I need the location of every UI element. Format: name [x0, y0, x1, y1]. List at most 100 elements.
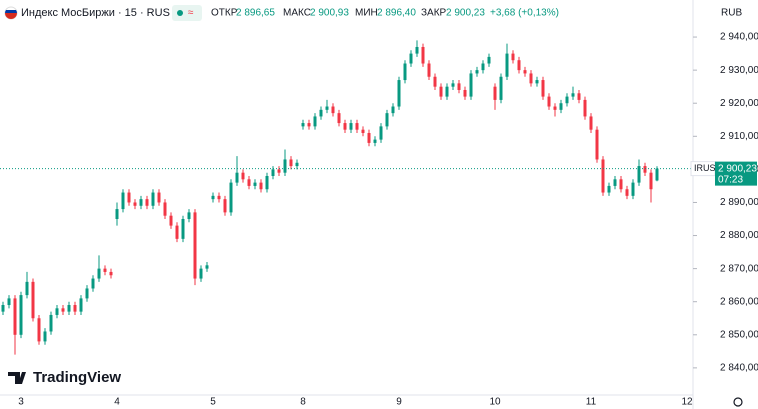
- open-label: ОТКР: [211, 8, 238, 19]
- candle-body: [307, 123, 311, 127]
- x-tick-label: 3: [18, 397, 24, 408]
- candle-body: [19, 295, 23, 335]
- candle-body: [517, 60, 521, 71]
- candle-body: [409, 53, 413, 64]
- candle-body: [271, 169, 275, 176]
- market-badge[interactable]: [172, 5, 202, 21]
- candle-body: [163, 202, 167, 216]
- candle-body: [415, 46, 419, 54]
- candle-body: [241, 172, 245, 180]
- candle-body: [205, 265, 209, 269]
- x-tick-label: 11: [586, 397, 597, 408]
- candle-body: [637, 166, 641, 183]
- candle-body: [607, 185, 611, 193]
- candle-body: [391, 106, 395, 114]
- y-tick-label: 2 890,00: [720, 197, 758, 208]
- candle-body: [37, 318, 41, 342]
- badge-icon: ≈: [188, 8, 194, 19]
- candle-body: [151, 192, 155, 206]
- flag-red: [5, 13, 17, 19]
- candle-body: [367, 132, 371, 143]
- candle-body: [355, 123, 359, 130]
- candle-body: [13, 298, 17, 335]
- candle-body: [31, 281, 35, 319]
- candle-body: [91, 278, 95, 289]
- candle-body: [145, 199, 149, 206]
- candle-body: [487, 56, 491, 64]
- candle-body: [361, 129, 365, 133]
- candle-body: [475, 70, 479, 74]
- candle-body: [397, 80, 401, 107]
- settings-icon[interactable]: [733, 397, 743, 407]
- candle-body: [385, 113, 389, 127]
- candle-body: [277, 169, 281, 173]
- candle-body: [523, 70, 527, 74]
- candle-body: [109, 271, 113, 276]
- high-value: 2 900,93: [310, 8, 349, 19]
- currency[interactable]: RUB: [721, 8, 742, 19]
- candle-body: [169, 215, 173, 226]
- logo[interactable]: TradingView: [33, 369, 121, 386]
- candle-body: [181, 219, 185, 239]
- candle-body: [55, 308, 59, 315]
- candle-body: [625, 189, 629, 196]
- candle-body: [193, 212, 197, 279]
- candle-body: [7, 298, 11, 306]
- candle-body: [655, 168, 659, 181]
- candle-body: [427, 63, 431, 77]
- candle-body: [595, 129, 599, 160]
- candle-body: [229, 182, 233, 213]
- candle-body: [223, 199, 227, 213]
- candle-body: [631, 182, 635, 196]
- low-label: МИН: [355, 8, 378, 19]
- candle-body: [319, 109, 323, 117]
- candle-body: [289, 159, 293, 167]
- high-label: МАКС: [283, 8, 311, 19]
- candle-body: [541, 80, 545, 97]
- candle-body: [133, 202, 137, 206]
- candle-body: [25, 281, 29, 296]
- y-tick-label: 2 910,00: [720, 131, 758, 142]
- candle-body: [577, 93, 581, 100]
- candle-body: [139, 199, 143, 206]
- y-tick-label: 2 860,00: [720, 296, 758, 307]
- candle-body: [463, 89, 467, 97]
- candle-body: [73, 305, 77, 312]
- candle-body: [49, 314, 53, 332]
- x-tick-label: 9: [396, 397, 402, 408]
- candle-body: [589, 116, 593, 130]
- ticker: IRUS: [694, 163, 716, 173]
- candle-body: [301, 123, 305, 127]
- candle-body: [451, 83, 455, 87]
- candle-body: [457, 83, 461, 90]
- candle-body: [247, 179, 251, 186]
- candle-body: [157, 192, 161, 203]
- flag-blue: [5, 10, 17, 13]
- candle-body: [115, 209, 119, 220]
- y-tick-label: 2 920,00: [720, 98, 758, 109]
- candle-body: [283, 159, 287, 173]
- y-tick-label: 2 840,00: [720, 363, 758, 374]
- candle-body: [325, 106, 329, 110]
- candle-body: [565, 96, 569, 104]
- candle-body: [469, 73, 473, 97]
- candle-body: [373, 139, 377, 143]
- candle-body: [43, 331, 47, 342]
- candle-body: [505, 53, 509, 77]
- candle-body: [97, 268, 101, 279]
- candle-body: [529, 73, 533, 84]
- low-value: 2 896,40: [377, 8, 416, 19]
- candle-body: [199, 268, 203, 279]
- market-dot: [177, 10, 183, 16]
- candle-body: [259, 182, 263, 190]
- candle-body: [253, 182, 257, 186]
- candle-body: [499, 76, 503, 100]
- candle-body: [337, 113, 341, 124]
- chart-title: Индекс МосБиржи · 15 · RUS: [21, 7, 170, 19]
- candle-body: [349, 123, 353, 130]
- open-value: 2 896,65: [236, 8, 275, 19]
- price-box: [715, 161, 757, 186]
- candle-body: [67, 305, 71, 312]
- candle-body: [571, 93, 575, 97]
- candle-body: [619, 179, 623, 190]
